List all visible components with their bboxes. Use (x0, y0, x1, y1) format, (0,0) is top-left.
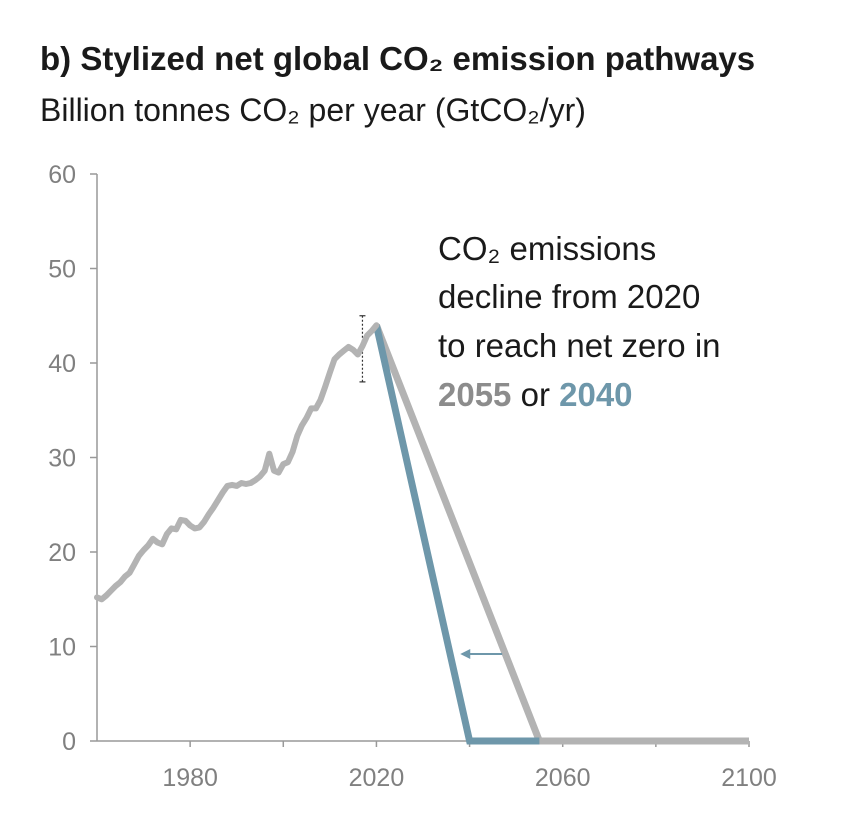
x-tick-label-2020: 2020 (349, 764, 405, 792)
annotation-line-1: CO₂ emissions (438, 230, 656, 267)
x-tick-label-2100: 2100 (721, 764, 777, 792)
annotation-line-3: to reach net zero in (438, 327, 721, 364)
y-tick-label-40: 40 (48, 350, 76, 378)
axes: 0 10 20 30 40 50 60 1980 2020 2060 2100 (48, 161, 777, 792)
chart-subtitle: Billion tonnes CO₂ per year (GtCO₂/yr) (40, 92, 586, 128)
y-tick-label-10: 10 (48, 634, 76, 662)
annotation-line-4: 2055 or 2040 (438, 376, 633, 413)
annotation-line-2: decline from 2020 (438, 278, 700, 315)
y-tick-label-0: 0 (62, 728, 76, 756)
annotation-connector: or (511, 376, 559, 413)
chart-title: b) Stylized net global CO₂ emission path… (40, 40, 756, 77)
series-line-2040-pathway (372, 324, 540, 745)
x-tick-label-1980: 1980 (162, 764, 218, 792)
shift-arrow-head (460, 649, 471, 660)
chart-marks (94, 315, 749, 745)
annotation-year-2055: 2055 (438, 376, 511, 413)
y-tick-label-20: 20 (48, 539, 76, 567)
x-tick-label-2060: 2060 (535, 764, 591, 792)
y-tick-label-50: 50 (48, 256, 76, 284)
y-tick-label-30: 30 (48, 445, 76, 473)
annotation-year-2040: 2040 (559, 376, 632, 413)
y-tick-label-60: 60 (48, 161, 76, 189)
series-line-historical (94, 322, 380, 603)
